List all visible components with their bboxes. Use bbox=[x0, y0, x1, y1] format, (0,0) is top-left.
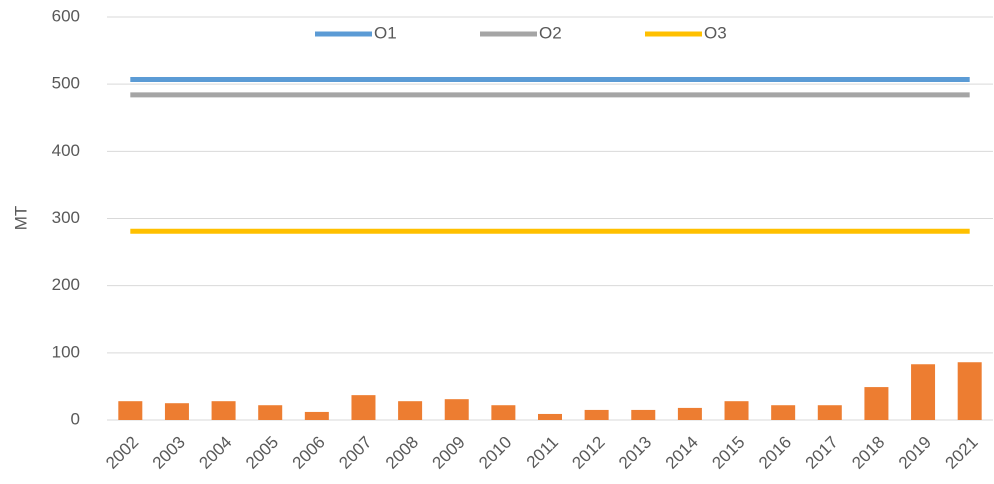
bar bbox=[771, 405, 796, 420]
bar bbox=[584, 409, 609, 420]
x-tick-label: 2018 bbox=[848, 433, 888, 473]
bar bbox=[957, 362, 982, 420]
x-tick-label: 2008 bbox=[382, 433, 422, 473]
x-tick-label: 2003 bbox=[149, 433, 189, 473]
x-tick-label: 2007 bbox=[335, 433, 375, 473]
x-tick-label: 2002 bbox=[102, 433, 142, 473]
bar bbox=[351, 395, 376, 420]
y-axis-label: MT bbox=[11, 206, 30, 231]
y-tick-label: 200 bbox=[52, 275, 80, 294]
x-tick-label: 2011 bbox=[523, 433, 562, 472]
bar bbox=[724, 401, 749, 420]
x-tick-label: 2013 bbox=[615, 433, 655, 473]
bar bbox=[911, 364, 936, 420]
x-tick-label: 2016 bbox=[755, 433, 795, 473]
bar bbox=[304, 411, 329, 420]
x-tick-label: 2010 bbox=[475, 433, 515, 473]
y-tick-label: 100 bbox=[52, 342, 80, 361]
bar bbox=[164, 403, 189, 420]
x-tick-label: 2012 bbox=[568, 433, 608, 473]
x-tick-label: 2014 bbox=[662, 433, 702, 473]
x-tick-label: 2005 bbox=[242, 433, 282, 473]
x-tick-label: 2017 bbox=[802, 433, 842, 473]
bar bbox=[538, 413, 562, 420]
legend-label: O3 bbox=[704, 23, 727, 42]
bar bbox=[444, 399, 469, 420]
x-tick-label: 2019 bbox=[895, 433, 935, 473]
x-tick-label: 2015 bbox=[708, 433, 748, 473]
legend-label: O2 bbox=[539, 23, 562, 42]
bar bbox=[677, 407, 702, 420]
bar bbox=[817, 405, 842, 420]
y-tick-label: 500 bbox=[52, 74, 80, 93]
x-tick-label: 2006 bbox=[289, 433, 329, 473]
bar bbox=[631, 409, 656, 420]
y-tick-label: 400 bbox=[52, 141, 80, 160]
bar bbox=[491, 405, 516, 420]
bar bbox=[258, 405, 283, 420]
x-tick-label: 2009 bbox=[429, 433, 469, 473]
y-tick-label: 300 bbox=[52, 208, 80, 227]
bar bbox=[118, 401, 143, 420]
x-tick-label: 2021 bbox=[942, 433, 982, 473]
legend-label: O1 bbox=[374, 23, 397, 42]
x-tick-label: 2004 bbox=[195, 433, 235, 473]
y-tick-label: 0 bbox=[71, 409, 80, 428]
y-tick-label: 600 bbox=[52, 6, 80, 25]
bar bbox=[398, 401, 423, 420]
bar bbox=[211, 401, 236, 420]
bar bbox=[864, 387, 889, 420]
